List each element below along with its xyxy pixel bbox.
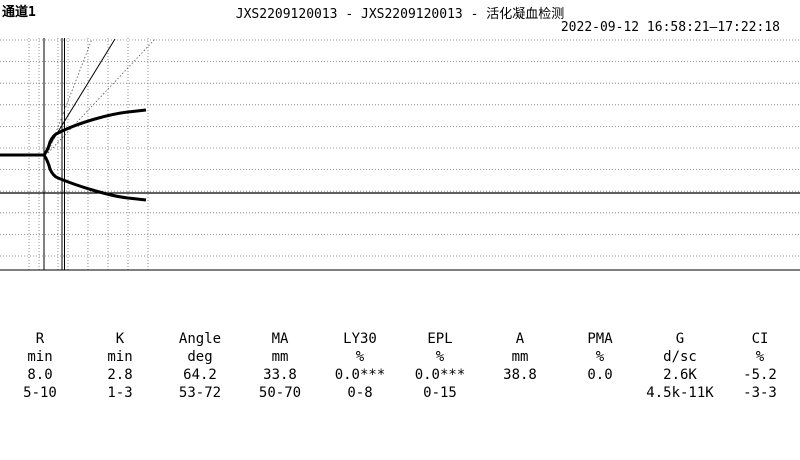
horizontal-grid (0, 39, 800, 257)
param-value-a: 38.8 (503, 367, 537, 383)
param-value-k: 2.8 (107, 367, 133, 383)
param-value-ci: -5.2 (743, 367, 777, 383)
param-value-r: 8.0 (27, 367, 53, 383)
param-value-pma: 0.0 (587, 367, 613, 383)
param-unit-epl: % (435, 349, 445, 365)
param-name-a: A (515, 331, 525, 347)
trace-upper (0, 108, 147, 157)
param-value-angle: 64.2 (183, 367, 217, 383)
param-unit-pma: % (595, 349, 605, 365)
teg-tracing-chart (0, 38, 800, 271)
param-unit-r: min (27, 349, 53, 365)
angle-range-line-low (47, 38, 156, 154)
param-unit-a: mm (511, 349, 529, 365)
param-unit-g: d/sc (663, 349, 697, 365)
time-range: 2022-09-12 16:58:21—17:22:18 (560, 20, 780, 35)
param-name-row: R K Angle MA LY30 EPL A PMA G CI (0, 330, 800, 348)
param-unit-angle: deg (187, 349, 213, 365)
channel-label: 通道1 (2, 5, 36, 20)
param-value-row: 8.0 2.8 64.2 33.8 0.0*** 0.0*** 38.8 0.0 2.6K -5.… (0, 366, 800, 384)
param-range-a (480, 384, 560, 402)
param-range-ci: -3-3 (743, 385, 777, 401)
param-range-g: 4.5k-11K (646, 385, 714, 401)
param-value-g: 2.6K (663, 367, 697, 383)
param-unit-ci: % (755, 349, 765, 365)
param-range-k: 1-3 (107, 385, 133, 401)
param-range-angle: 53-72 (178, 385, 222, 401)
param-unit-ly30: % (355, 349, 365, 365)
test-title: JXS2209120013 - JXS2209120013 - 活化凝血检测 (235, 7, 565, 22)
angle-range-line-high (47, 38, 93, 154)
param-value-ma: 33.8 (263, 367, 297, 383)
trace-lower (42, 154, 147, 202)
parameter-table: R K Angle MA LY30 EPL A PMA G CI min min deg mm%% mm%… (0, 330, 800, 402)
param-name-ci: CI (751, 331, 769, 347)
param-range-ma: 50-70 (258, 385, 302, 401)
param-range-epl: 0-15 (423, 385, 457, 401)
param-range-row: 5-10 1-3 53-72 50-70 0-8 0-15 4.5k-11K -3-3 (0, 384, 800, 402)
param-name-angle: Angle (178, 331, 222, 347)
param-unit-k: min (107, 349, 133, 365)
param-name-ly30: LY30 (343, 331, 377, 347)
param-name-epl: EPL (427, 331, 453, 347)
param-unit-row: min min deg mm%% mm% d/sc% (0, 348, 800, 366)
param-range-ly30: 0-8 (347, 385, 373, 401)
param-name-k: K (115, 331, 125, 347)
param-unit-ma: mm (271, 349, 289, 365)
param-range-r: 5-10 (23, 385, 57, 401)
param-range-pma (560, 384, 640, 402)
param-name-g: G (675, 331, 685, 347)
param-name-pma: PMA (587, 331, 613, 347)
param-name-ma: MA (271, 331, 289, 347)
vertical-grid (28, 38, 149, 270)
param-value-epl: 0.0*** (414, 367, 466, 383)
param-name-r: R (35, 331, 45, 347)
param-value-ly30: 0.0*** (334, 367, 386, 383)
